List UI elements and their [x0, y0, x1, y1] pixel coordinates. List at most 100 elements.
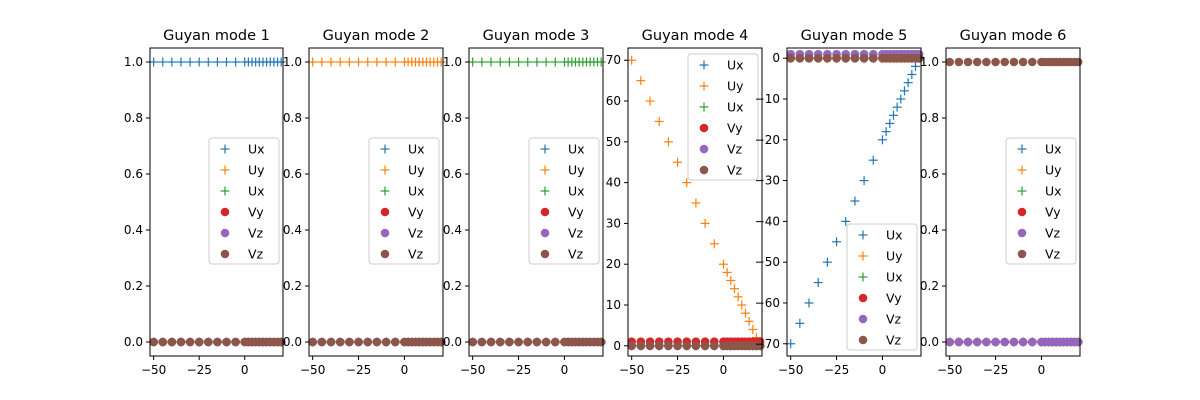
data-point — [1027, 57, 1037, 67]
data-point — [345, 337, 354, 347]
data-point — [276, 57, 286, 67]
data-point — [204, 337, 213, 347]
data-point — [194, 57, 204, 67]
y-tick-label: −10 — [755, 92, 780, 106]
data-point — [733, 292, 743, 302]
legend-label: Ux — [568, 142, 585, 157]
data-point — [504, 57, 514, 67]
legend-label: Ux — [1045, 184, 1062, 199]
legend-marker — [380, 186, 390, 196]
data-point — [317, 57, 327, 67]
legend-label: Ux — [727, 100, 744, 115]
data-point — [495, 57, 505, 67]
data-point — [335, 57, 345, 67]
series-1 — [149, 57, 286, 67]
x-tick-label: −50 — [778, 363, 803, 377]
legend-label: Uy — [248, 163, 265, 178]
data-point — [477, 337, 487, 347]
data-point — [645, 341, 655, 351]
legend-label: Uy — [568, 163, 585, 178]
data-point — [194, 337, 204, 347]
x-tick-label: −25 — [665, 363, 690, 377]
legend-marker — [540, 207, 550, 217]
series-2 — [308, 57, 446, 67]
legend-marker — [380, 165, 390, 175]
data-point — [910, 61, 920, 71]
data-point — [945, 57, 954, 67]
legend: Ux Uy Ux Vy Vz Vz — [368, 137, 440, 265]
legend-label: Vy — [886, 291, 902, 306]
axes-frame — [786, 47, 922, 357]
legend-marker — [220, 249, 230, 259]
legend-marker — [699, 165, 709, 175]
legend: Ux Uy Ux Vy Vz Vz — [1005, 137, 1077, 265]
y-tick-label: −20 — [755, 133, 780, 147]
data-point — [185, 337, 195, 347]
data-point — [709, 239, 719, 249]
data-point — [737, 300, 747, 310]
subplot-title: Guyan mode 6 — [960, 28, 1067, 44]
legend-marker — [858, 293, 868, 303]
data-point — [363, 57, 373, 67]
data-point — [903, 78, 913, 88]
y-tick-label: 0.8 — [443, 111, 462, 125]
legend-label: Vy — [408, 205, 424, 220]
x-tick-label: 0 — [1038, 363, 1046, 377]
data-point — [963, 57, 973, 67]
legend-label: Vz — [408, 247, 424, 262]
data-point — [663, 137, 673, 147]
data-point — [326, 57, 336, 67]
data-point — [308, 57, 318, 67]
data-point — [167, 337, 177, 347]
data-point — [850, 196, 860, 206]
legend-label: Ux — [886, 228, 903, 243]
data-point — [158, 57, 168, 67]
y-tick-label: 0.0 — [283, 335, 302, 349]
data-point — [158, 337, 168, 347]
data-point — [335, 337, 345, 347]
data-point — [859, 176, 869, 186]
legend-marker — [699, 60, 709, 70]
data-point — [654, 116, 664, 126]
x-tick-label: −25 — [824, 363, 849, 377]
x-tick-label: −50 — [141, 363, 166, 377]
series-6 — [468, 337, 606, 347]
data-point — [888, 110, 898, 120]
data-point — [344, 57, 354, 67]
legend-label: Uy — [1045, 163, 1062, 178]
legend: Ux Uy Ux Vy Vz Vz — [846, 223, 918, 351]
y-tick-label: 0.6 — [283, 167, 302, 181]
data-point — [899, 86, 909, 96]
legend-label: Ux — [568, 184, 585, 199]
x-tick-label: 0 — [401, 363, 409, 377]
legend-marker — [858, 251, 868, 261]
legend-label: Vz — [727, 142, 743, 157]
y-tick-label: 0.4 — [920, 223, 939, 237]
data-point — [795, 53, 805, 63]
data-point — [1073, 337, 1083, 347]
y-tick-label: 0 — [613, 339, 621, 353]
data-point — [167, 57, 177, 67]
y-tick-label: 60 — [606, 94, 621, 108]
subplot-1: Guyan mode 1−50 −25 00.00.20.40.60.81.0UxU… — [124, 28, 286, 377]
legend-label: Vy — [248, 205, 264, 220]
data-point — [514, 57, 524, 67]
data-point — [477, 57, 487, 67]
y-tick-label: 1.0 — [124, 55, 143, 69]
legend-marker — [858, 272, 868, 282]
data-point — [945, 337, 954, 347]
legend-marker — [540, 165, 550, 175]
data-point — [390, 337, 400, 347]
data-point — [541, 337, 551, 347]
legend-marker — [699, 81, 709, 91]
series-2 — [627, 55, 765, 351]
data-point — [700, 218, 710, 228]
data-point — [532, 337, 542, 347]
data-point — [718, 259, 728, 269]
data-point — [372, 57, 382, 67]
data-point — [804, 298, 814, 308]
x-tick-label: −25 — [346, 363, 371, 377]
legend-label: Uy — [408, 163, 425, 178]
legend-label: Vz — [568, 226, 584, 241]
data-point — [317, 337, 327, 347]
